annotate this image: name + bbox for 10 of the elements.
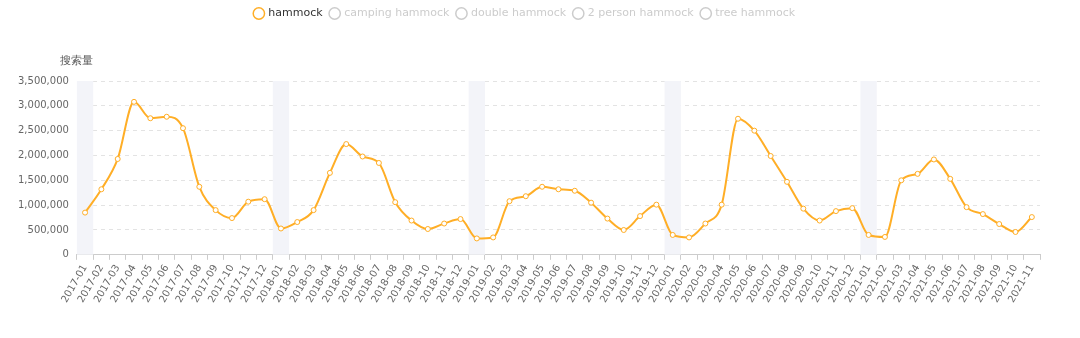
y-tick-label: 2,000,000	[17, 149, 69, 161]
y-tick-label: 500,000	[27, 223, 69, 235]
y-axis-title: 搜索量	[60, 54, 94, 68]
y-tick-label: 1,500,000	[17, 173, 69, 185]
y-tick-label: 2,500,000	[17, 124, 69, 136]
y-tick-label: 3,500,000	[17, 74, 69, 86]
y-tick-label: 1,000,000	[17, 198, 69, 210]
y-tick-label: 0	[62, 248, 69, 260]
y-tick-label: 3,000,000	[17, 99, 69, 111]
legend-label: hammock	[268, 6, 324, 20]
